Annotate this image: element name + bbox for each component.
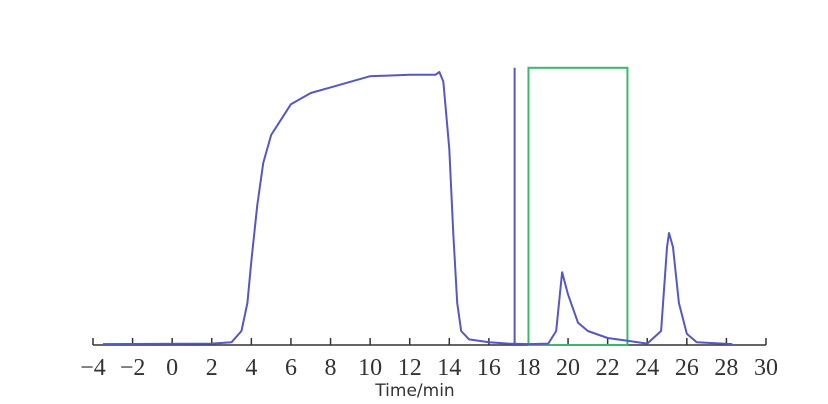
x-axis-label: Time/min xyxy=(374,381,454,401)
x-tick-label: 6 xyxy=(285,355,297,381)
x-tick-label: 24 xyxy=(635,355,659,381)
x-tick-label: 22 xyxy=(596,355,620,381)
x-tick-label: 30 xyxy=(754,355,778,381)
x-tick-label: 26 xyxy=(675,355,699,381)
x-tick-label: 20 xyxy=(556,355,580,381)
x-tick-label: −4 xyxy=(80,355,106,381)
x-tick-label: 18 xyxy=(516,355,540,381)
x-tick-label: 28 xyxy=(714,355,738,381)
x-tick-label: 12 xyxy=(398,355,422,381)
trace xyxy=(102,71,733,346)
x-tick-label: 2 xyxy=(206,355,218,381)
x-tick-label: 14 xyxy=(437,355,461,381)
x-tick-label: 8 xyxy=(325,355,337,381)
x-tick-label: 10 xyxy=(358,355,382,381)
x-tick-label: 16 xyxy=(477,355,501,381)
x-tick-label: −2 xyxy=(120,355,146,381)
window xyxy=(527,66,629,347)
x-tick-label: 4 xyxy=(245,355,257,381)
x-tick-label: 0 xyxy=(166,355,178,381)
